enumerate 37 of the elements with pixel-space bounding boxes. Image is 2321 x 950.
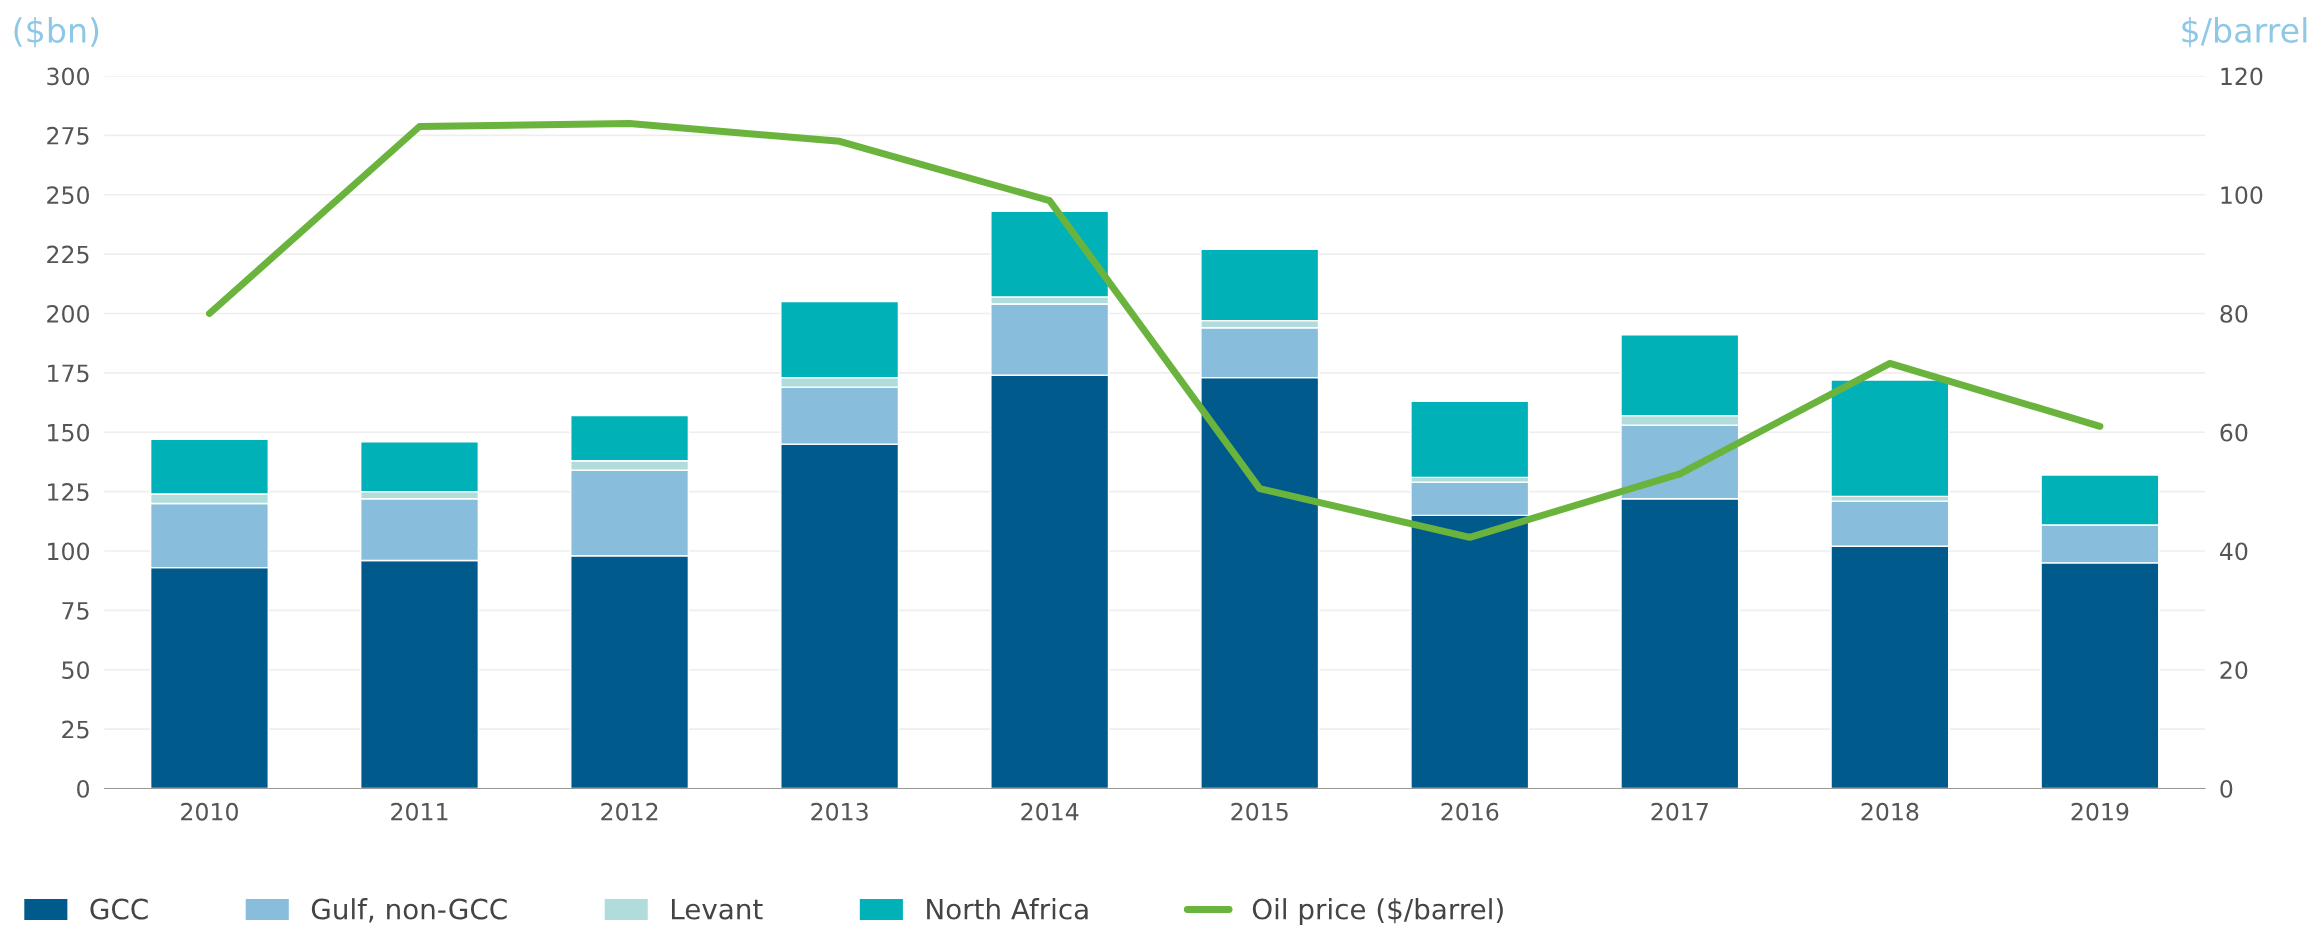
y2-axis-title: $/barrel — [2182, 17, 2307, 48]
y-tick-label: 25 — [62, 720, 89, 739]
y-tick-label: 175 — [48, 364, 89, 383]
y-tick-label: 275 — [47, 126, 89, 145]
x-tick-label: 2010 — [181, 802, 238, 821]
y-tick-label: 225 — [47, 245, 89, 264]
y-tick-label: 200 — [47, 304, 89, 323]
y-tick-label: 250 — [47, 186, 89, 205]
y2-tick-label: 80 — [2220, 304, 2248, 323]
x-tick-label: 2016 — [1441, 802, 1499, 821]
y-tick-label: 100 — [48, 542, 89, 561]
y-axis-title: ($bn) — [14, 17, 99, 48]
x-tick-label: 2015 — [1231, 802, 1288, 821]
y2-tick-label: 100 — [2221, 186, 2263, 205]
legend-label: Levant — [671, 898, 763, 920]
y-tick-label: 50 — [62, 661, 89, 680]
x-tick-label: 2018 — [1861, 802, 1919, 821]
y2-tick-label: 20 — [2220, 661, 2248, 680]
y-tick-label: 150 — [48, 423, 89, 442]
x-tick-label: 2017 — [1651, 802, 1708, 821]
y-tick-label: 300 — [47, 67, 89, 86]
y-tick-label: 75 — [62, 602, 89, 620]
y2-tick-label: 0 — [2220, 779, 2233, 798]
x-tick-label: 2011 — [391, 802, 448, 821]
x-tick-label: 2012 — [601, 802, 658, 821]
y2-tick-label: 60 — [2220, 423, 2248, 442]
y-tick-label: 0 — [77, 779, 89, 798]
legend-label: Gulf, non-GCC — [311, 898, 507, 923]
y2-tick-label: 120 — [2221, 67, 2263, 86]
x-tick-label: 2013 — [811, 802, 868, 821]
x-tick-label: 2014 — [1021, 802, 1079, 821]
y-tick-label: 125 — [48, 483, 89, 501]
y2-tick-label: 40 — [2219, 542, 2248, 561]
legend-label: Oil price ($/barrel) — [1252, 898, 1503, 925]
legend-label: GCC — [90, 898, 148, 920]
legend-label: North Africa — [927, 898, 1088, 920]
x-tick-label: 2019 — [2071, 802, 2129, 821]
